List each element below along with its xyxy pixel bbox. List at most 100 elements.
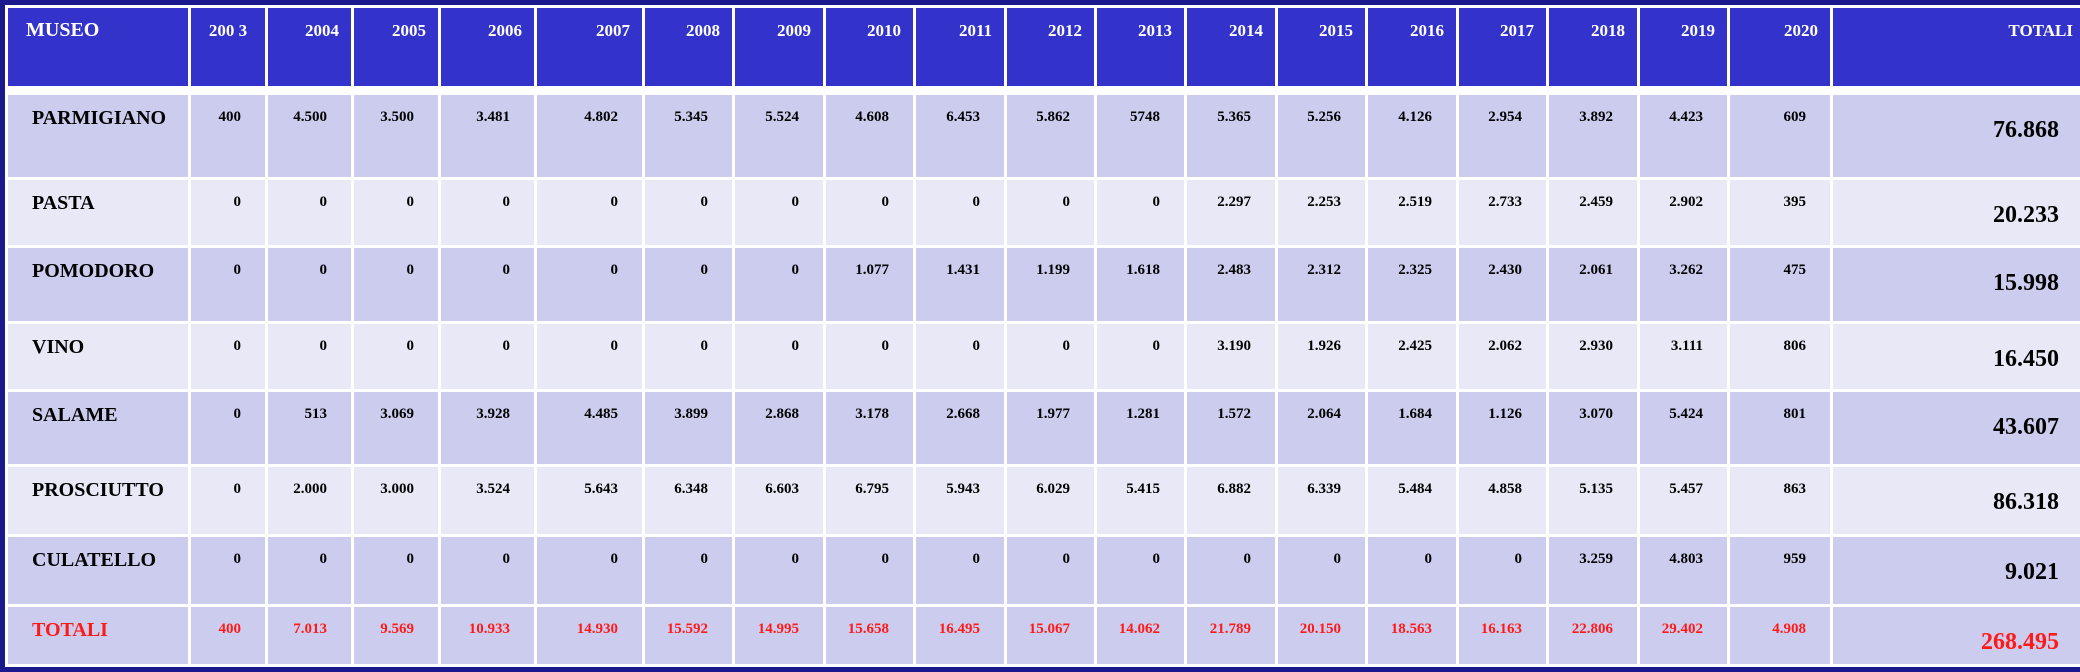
header-totali: TOTALI: [1830, 5, 2080, 95]
year-value-cell: 0: [438, 533, 537, 607]
header-year: 2018: [1546, 5, 1640, 95]
header-year: 2008: [642, 5, 735, 95]
museo-name: VINO: [5, 321, 191, 393]
year-value-cell: 5748: [1094, 88, 1187, 181]
museo-name: SALAME: [5, 389, 191, 467]
year-value-cell: 14.995: [732, 603, 826, 668]
year-value-cell: 863: [1727, 463, 1833, 537]
year-value-cell: 0: [1275, 533, 1368, 607]
year-value-cell: 6.348: [642, 463, 735, 537]
year-value-cell: 29.402: [1637, 603, 1730, 668]
year-value-cell: 0: [534, 321, 645, 393]
header-museo: MUSEO: [5, 5, 191, 95]
year-value-cell: 5.256: [1275, 88, 1368, 181]
year-value-cell: 3.892: [1546, 88, 1640, 181]
year-value-cell: 6.339: [1275, 463, 1368, 537]
year-value-cell: 513: [265, 389, 354, 467]
year-value-cell: 0: [913, 533, 1007, 607]
header-year: 200 3: [188, 5, 268, 95]
year-value-cell: 2.868: [732, 389, 826, 467]
museo-name: PASTA: [5, 177, 191, 249]
year-value-cell: 0: [1004, 533, 1097, 607]
year-value-cell: 806: [1727, 321, 1833, 393]
header-year: 2014: [1184, 5, 1278, 95]
year-value-cell: 0: [1004, 321, 1097, 393]
museo-name: PARMIGIANO: [5, 88, 191, 181]
year-value-cell: 0: [642, 177, 735, 249]
year-value-cell: 3.928: [438, 389, 537, 467]
table-row: PASTA 0 0 0 0 0 0 0 0 0 0 0 2.297 2.253 2.519 2.733 2.45…: [5, 177, 2080, 249]
year-value-cell: 5.643: [534, 463, 645, 537]
year-value-cell: 0: [351, 533, 441, 607]
year-value-cell: 3.069: [351, 389, 441, 467]
year-value-cell: 21.789: [1184, 603, 1278, 668]
museum-visitors-table: MUSEO 200 3 2004 2005 2006 2007 2008 2009 2010 2…: [5, 5, 2080, 668]
header-year: 2011: [913, 5, 1007, 95]
year-value-cell: 1.618: [1094, 245, 1187, 325]
year-value-cell: 14.930: [534, 603, 645, 668]
museo-name: TOTALI: [5, 603, 191, 668]
year-value-cell: 0: [732, 533, 826, 607]
table-row: PROSCIUTTO 0 2.000 3.000 3.524 5.643 6.348 6.60…: [5, 463, 2080, 537]
year-value-cell: 4.485: [534, 389, 645, 467]
year-value-cell: 5.135: [1546, 463, 1640, 537]
year-value-cell: 4.803: [1637, 533, 1730, 607]
year-value-cell: 0: [438, 321, 537, 393]
table-header: MUSEO 200 3 2004 2005 2006 2007 2008 2009 2010 2…: [5, 5, 2080, 95]
year-value-cell: 5.365: [1184, 88, 1278, 181]
year-value-cell: 400: [188, 603, 268, 668]
year-value-cell: 0: [265, 321, 354, 393]
year-value-cell: 801: [1727, 389, 1833, 467]
year-value-cell: 2.297: [1184, 177, 1278, 249]
year-value-cell: 0: [265, 533, 354, 607]
header-year: 2004: [265, 5, 354, 95]
year-value-cell: 0: [1094, 177, 1187, 249]
year-value-cell: 5.484: [1365, 463, 1459, 537]
year-value-cell: 4.858: [1456, 463, 1549, 537]
year-value-cell: 1.077: [823, 245, 916, 325]
year-value-cell: 2.459: [1546, 177, 1640, 249]
row-total-cell: 268.495: [1830, 603, 2080, 668]
year-value-cell: 0: [188, 245, 268, 325]
year-value-cell: 0: [823, 321, 916, 393]
year-value-cell: 0: [1184, 533, 1278, 607]
year-value-cell: 0: [438, 177, 537, 249]
year-value-cell: 2.930: [1546, 321, 1640, 393]
year-value-cell: 18.563: [1365, 603, 1459, 668]
year-value-cell: 2.325: [1365, 245, 1459, 325]
year-value-cell: 0: [732, 177, 826, 249]
year-value-cell: 16.495: [913, 603, 1007, 668]
year-value-cell: 3.500: [351, 88, 441, 181]
year-value-cell: 10.933: [438, 603, 537, 668]
table-row: POMODORO 0 0 0 0 0 0 0 1.077 1.431 1.199 1.618 2.483…: [5, 245, 2080, 325]
table-row: CULATELLO 0 0 0 0 0 0 0 0 0 0 0 0 0 0 0 3.259 4.803 959 9.0…: [5, 533, 2080, 607]
year-value-cell: 1.281: [1094, 389, 1187, 467]
year-value-cell: 3.190: [1184, 321, 1278, 393]
year-value-cell: 0: [1365, 533, 1459, 607]
year-value-cell: 0: [1094, 321, 1187, 393]
year-value-cell: 0: [438, 245, 537, 325]
row-total-cell: 76.868: [1830, 88, 2080, 181]
year-value-cell: 0: [534, 533, 645, 607]
year-value-cell: 5.524: [732, 88, 826, 181]
year-value-cell: 475: [1727, 245, 1833, 325]
year-value-cell: 0: [188, 463, 268, 537]
year-value-cell: 2.425: [1365, 321, 1459, 393]
year-value-cell: 1.977: [1004, 389, 1097, 467]
year-value-cell: 3.262: [1637, 245, 1730, 325]
row-total-cell: 15.998: [1830, 245, 2080, 325]
year-value-cell: 2.064: [1275, 389, 1368, 467]
year-value-cell: 0: [913, 177, 1007, 249]
year-value-cell: 0: [188, 533, 268, 607]
year-value-cell: 5.943: [913, 463, 1007, 537]
year-value-cell: 2.062: [1456, 321, 1549, 393]
year-value-cell: 5.345: [642, 88, 735, 181]
museo-name: CULATELLO: [5, 533, 191, 607]
year-value-cell: 9.569: [351, 603, 441, 668]
header-year: 2015: [1275, 5, 1368, 95]
year-value-cell: 14.062: [1094, 603, 1187, 668]
year-value-cell: 0: [1004, 177, 1097, 249]
year-value-cell: 2.668: [913, 389, 1007, 467]
year-value-cell: 395: [1727, 177, 1833, 249]
year-value-cell: 0: [1456, 533, 1549, 607]
